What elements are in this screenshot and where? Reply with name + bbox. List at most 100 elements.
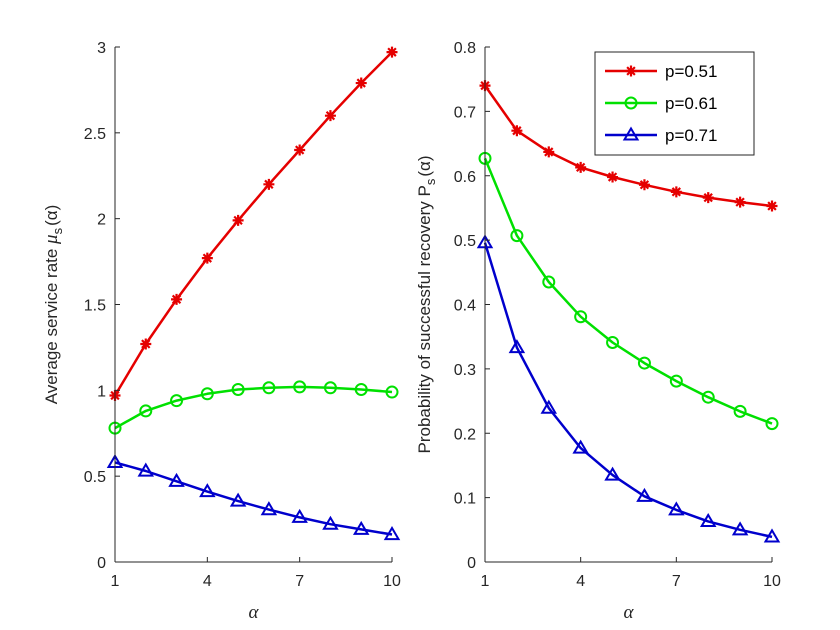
left-panel-service-rate: 1 4 7 10 0 0.5 1 1.5 2 2.5 3 α Average service rate … [41,40,401,623]
x-tick-label: 4 [203,573,212,590]
x-tick-label: 7 [295,573,304,590]
data-point-p071 [137,462,155,477]
data-point-p051 [543,146,555,158]
series-line-p061 [483,157,773,425]
data-point-p051 [386,46,398,58]
data-point-p051 [638,179,650,191]
data-point-p051 [355,77,367,89]
y-tick-label: 3 [97,40,106,57]
series-line-p051 [483,84,773,208]
data-point-p051 [263,178,275,190]
data-point-p061 [170,394,184,408]
data-point-p071 [540,399,558,414]
data-point-p061 [200,387,214,401]
y-tick-label: 0.3 [454,362,476,379]
data-point-p071 [668,501,685,516]
data-point-p071 [604,466,621,481]
legend-marker [625,65,637,77]
x-axis-label: α [249,602,260,623]
series-line-p061 [114,385,393,430]
x-tick-label: 1 [481,573,490,590]
legend-item-p051: p=0.51 [605,62,717,81]
x-tick-label: 7 [672,573,681,590]
y-tick-label: 0.5 [84,469,106,486]
data-point-p071 [731,521,749,536]
data-point-p051 [670,186,682,198]
data-point-p061 [510,229,524,243]
y-tick-label: 0 [467,555,476,572]
series-p071 [476,234,781,543]
y-tick-label: 1.5 [84,298,106,315]
y-tick-label: 0 [97,555,106,572]
data-point-p071 [636,487,653,502]
data-point-p061 [606,335,620,349]
x-tick-label: 1 [111,573,120,590]
data-point-p051 [511,125,523,137]
y-tick-label: 0.4 [454,298,476,315]
series-p061 [478,151,779,431]
legend-label: p=0.61 [665,94,717,113]
data-point-p061 [293,380,307,394]
data-point-p061 [231,382,245,396]
data-point-p071 [699,512,717,527]
legend-marker [622,126,640,141]
data-point-p071 [763,528,781,543]
data-point-p051 [294,144,306,156]
right-panel-recovery-probability: 1 4 7 10 0 0.1 0.2 0.3 0.4 0.5 0.6 0.7 0.8 α Probabili… [415,40,781,623]
y-tick-label: 0.8 [454,40,476,57]
legend-label: p=0.51 [665,62,717,81]
legend-label: p=0.71 [665,126,717,145]
data-point-p051 [607,171,619,183]
x-tick-label: 10 [763,573,781,590]
series-line-p071 [483,242,773,539]
data-point-p071 [508,339,526,354]
plot-area [115,47,392,562]
y-tick-label: 2 [97,212,106,229]
series-p051 [109,46,398,401]
data-point-p071 [229,492,247,507]
y-tick-label: 0.7 [454,104,476,121]
data-point-p051 [171,293,183,305]
data-point-p061 [542,275,556,289]
data-point-p051 [201,252,213,264]
data-point-p061 [385,385,399,399]
data-point-p061 [733,404,747,418]
data-point-p071 [168,472,185,487]
data-point-p051 [702,192,714,204]
y-axis-label: Average service rate μs(α) [41,205,65,405]
y-tick-label: 0.5 [454,233,476,250]
x-axis-label: α [624,602,635,623]
legend-marker [624,96,638,110]
data-point-p061 [262,381,276,395]
data-point-p061 [323,381,337,395]
data-point-p051 [324,110,336,122]
y-tick-label: 0.6 [454,169,476,186]
data-point-p061 [139,404,153,418]
y-tick-label: 0.1 [454,491,476,508]
series-line-p051 [113,51,393,397]
y-tick-label: 1 [97,383,106,400]
series-p051 [479,80,778,212]
legend-item-p071: p=0.71 [605,126,717,145]
data-point-p051 [734,196,746,208]
data-point-p051 [766,200,778,212]
y-tick-label: 0.2 [454,426,476,443]
x-tick-label: 4 [576,573,585,590]
legend: p=0.51 p=0.61 p=0.71 [594,51,755,156]
series-line-p071 [114,461,393,536]
data-point-p071 [322,515,339,530]
data-point-p061 [637,356,651,370]
data-point-p051 [140,338,152,350]
data-point-p071 [572,439,589,454]
data-point-p061 [765,417,779,431]
data-point-p061 [354,382,368,396]
data-point-p071 [260,501,278,516]
data-point-p051 [575,161,587,173]
data-point-p061 [669,374,683,388]
data-point-p061 [701,390,715,404]
x-tick-label: 10 [383,573,401,590]
y-tick-label: 2.5 [84,126,106,143]
data-point-p051 [232,214,244,226]
data-point-p061 [574,310,588,324]
